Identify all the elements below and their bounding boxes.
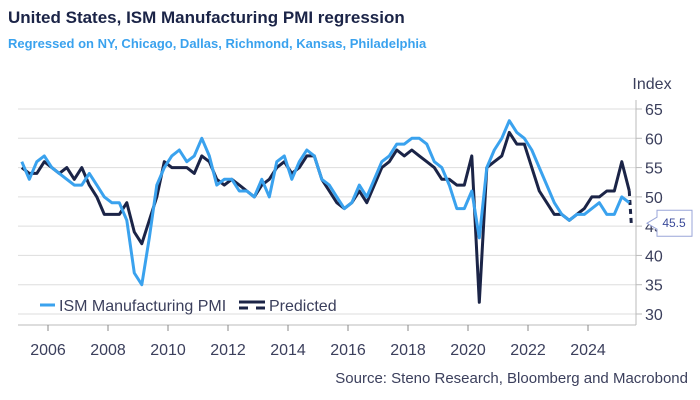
x-tick-label: 2016 — [330, 342, 366, 359]
legend-label-ism: ISM Manufacturing PMI — [59, 298, 226, 315]
legend-label-predicted: Predicted — [269, 298, 337, 315]
x-tick-label: 2010 — [150, 342, 186, 359]
forecast-annotation: 45.5 — [646, 209, 693, 237]
chart-title: United States, ISM Manufacturing PMI reg… — [8, 8, 405, 27]
x-tick-label: 2012 — [210, 342, 246, 359]
y-tick-label: 65 — [645, 102, 663, 119]
series-line-predicted — [20, 130, 631, 304]
x-tick-label: 2018 — [390, 342, 426, 359]
series-line-ism — [20, 119, 631, 287]
series-forecast-predicted — [627, 190, 633, 224]
chart-subtitle: Regressed on NY, Chicago, Dallas, Richmo… — [8, 36, 427, 51]
y-tick-label: 40 — [645, 248, 663, 265]
x-tick-label: 2008 — [90, 342, 126, 359]
y-axis-label: Index — [632, 76, 671, 93]
x-tick-label: 2022 — [510, 342, 546, 359]
x-tick-label: 2024 — [570, 342, 606, 359]
forecast-label: 45.5 — [662, 216, 686, 230]
y-tick-label: 55 — [645, 161, 663, 178]
y-tick-label: 50 — [645, 190, 663, 207]
y-tick-label: 30 — [645, 307, 663, 324]
legend: ISM Manufacturing PMI Predicted — [40, 298, 337, 315]
x-tick-label: 2014 — [270, 342, 306, 359]
y-tick-label: 35 — [645, 278, 663, 295]
y-tick-label: 60 — [645, 131, 663, 148]
source-note: Source: Steno Research, Bloomberg and Ma… — [335, 370, 688, 387]
x-tick-label: 2020 — [450, 342, 486, 359]
x-tick-label: 2006 — [30, 342, 66, 359]
